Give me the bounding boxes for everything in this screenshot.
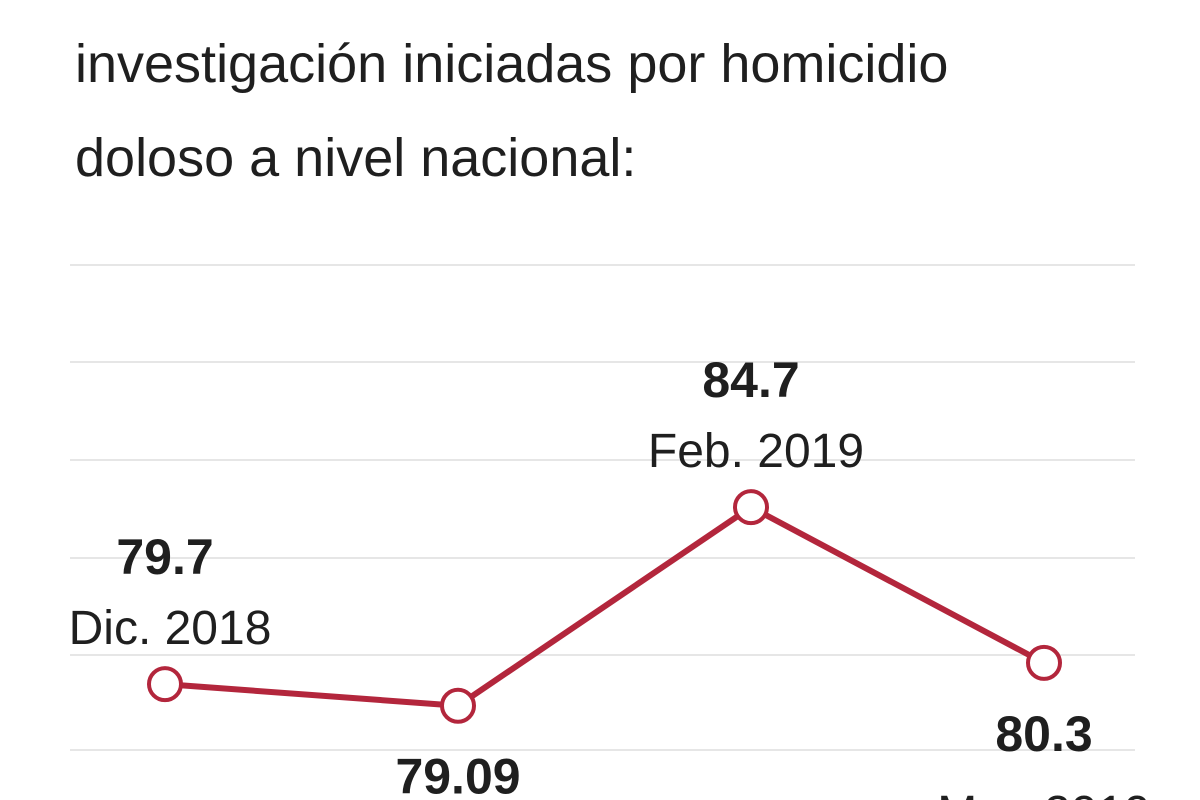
value-label: 84.7: [702, 352, 799, 408]
chart-title: doloso a nivel nacional:: [75, 128, 636, 188]
chart-title: investigación iniciadas por homicidio: [75, 34, 948, 94]
date-label: Mar. 2019: [937, 787, 1150, 800]
line: [164, 504, 1046, 709]
date-label: Dic. 2018: [69, 602, 272, 655]
value-label: 80.3: [995, 706, 1092, 762]
date-label: Feb. 2019: [648, 425, 864, 478]
point: [440, 687, 476, 724]
point: [1026, 644, 1062, 681]
value-label: 79.7: [116, 529, 213, 585]
point: [147, 666, 183, 703]
point: [733, 489, 769, 526]
value-label: 79.09: [395, 749, 520, 800]
gridlines: [70, 264, 1135, 751]
